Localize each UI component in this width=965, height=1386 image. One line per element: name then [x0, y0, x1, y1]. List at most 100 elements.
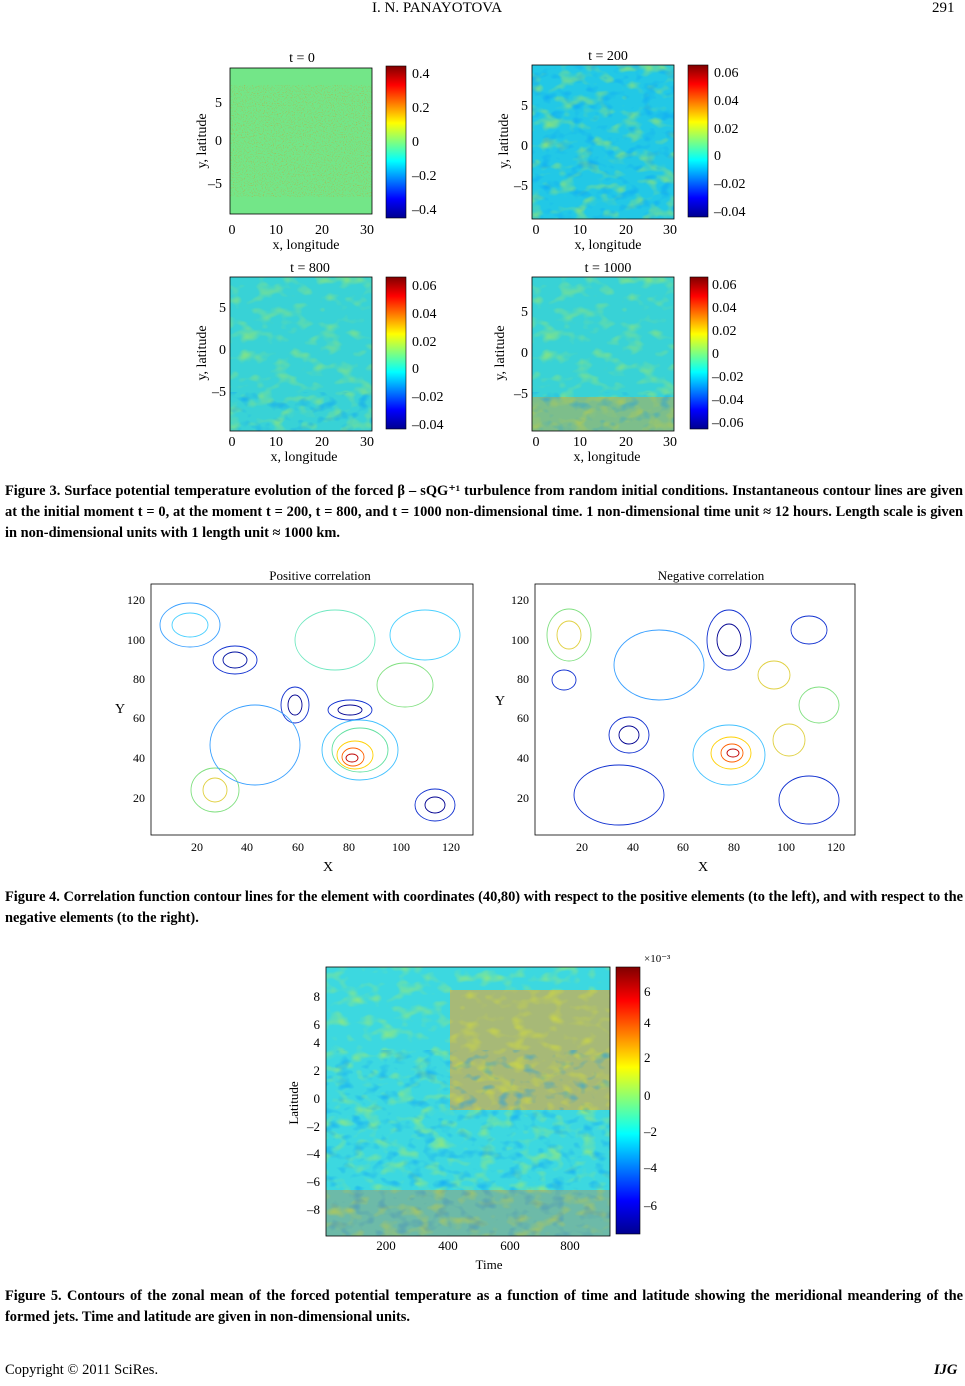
- xtick: 60: [677, 840, 689, 854]
- xtick: 120: [442, 840, 460, 854]
- ytick: 120: [127, 593, 145, 607]
- xtick: 400: [438, 1238, 458, 1253]
- xtick: 10: [573, 223, 587, 238]
- cbar-tick: –6: [643, 1198, 658, 1213]
- copyright: Copyright © 2011 SciRes.: [5, 1362, 159, 1378]
- x-axis-label: Time: [476, 1257, 503, 1272]
- figure-3: t = 0 5 0 –5 0 10 20 30 x, longitude y, …: [195, 49, 746, 465]
- x-axis-label: X: [698, 860, 708, 875]
- ytick: 4: [314, 1035, 321, 1050]
- xtick: 80: [728, 840, 740, 854]
- ytick: –6: [306, 1174, 321, 1189]
- cbar-tick: 0: [644, 1088, 651, 1103]
- running-header: I. N. PANAYOTOVA: [372, 0, 503, 16]
- figure-3-caption: Figure 3. Surface potential temperature …: [5, 483, 963, 541]
- ytick: 8: [314, 989, 321, 1004]
- cbar-tick: 0.06: [712, 278, 737, 293]
- xtick: 30: [360, 223, 374, 238]
- cbar-tick: 6: [644, 984, 651, 999]
- xtick: 40: [241, 840, 253, 854]
- xtick: 40: [627, 840, 639, 854]
- xtick: 10: [573, 435, 587, 450]
- panel-title: t = 200: [588, 49, 628, 64]
- cbar-tick: 2: [644, 1050, 651, 1065]
- xtick: 30: [663, 223, 677, 238]
- cbar-tick: 4: [644, 1015, 651, 1030]
- x-axis-label: x, longitude: [271, 450, 338, 465]
- xtick: 120: [827, 840, 845, 854]
- page-number: 291: [932, 0, 955, 16]
- ytick: –8: [306, 1202, 320, 1217]
- ytick: 100: [511, 633, 529, 647]
- xtick: 10: [269, 435, 283, 450]
- cbar-tick: 0: [714, 149, 721, 164]
- ytick: 80: [517, 672, 529, 686]
- xtick: 0: [229, 435, 236, 450]
- xtick: 0: [533, 435, 540, 450]
- panel-positive-correlation: Positive correlation 120 100: [115, 568, 474, 875]
- colorbar: [385, 65, 407, 219]
- ytick: 40: [133, 751, 145, 765]
- panel-negative-correlation: Negative correlation 120 100 80 60 40: [495, 568, 856, 875]
- ytick: 0: [314, 1091, 321, 1106]
- x-axis-label: x, longitude: [273, 238, 340, 253]
- panel-t800: t = 800 5 0 –5 0 10 20 30 x, longitude y…: [195, 261, 444, 465]
- ytick: 0: [215, 134, 222, 149]
- panel-t200: t = 200 5 0 –5 0 10 20 30 x, longitude y…: [497, 49, 746, 253]
- xtick: 20: [619, 435, 633, 450]
- ytick: 100: [127, 633, 145, 647]
- cbar-tick: 0: [412, 362, 419, 377]
- xtick: 20: [315, 435, 329, 450]
- xtick: 10: [269, 223, 283, 238]
- y-axis-label: Y: [495, 694, 505, 709]
- panel-title: Positive correlation: [269, 568, 371, 583]
- ytick: –5: [211, 385, 226, 400]
- ytick: 60: [133, 711, 145, 725]
- xtick: 20: [619, 223, 633, 238]
- ytick: –4: [306, 1146, 321, 1161]
- xtick: 200: [376, 1238, 396, 1253]
- contour-lines: [159, 602, 461, 822]
- xtick: 30: [663, 435, 677, 450]
- panel-t0: t = 0 5 0 –5 0 10 20 30 x, longitude y, …: [195, 51, 437, 253]
- xtick: 0: [533, 223, 540, 238]
- cbar-tick: –2: [643, 1124, 657, 1139]
- y-axis-label: y, latitude: [195, 325, 210, 380]
- ytick: –5: [513, 179, 528, 194]
- cbar-exponent: ×10⁻³: [644, 953, 671, 965]
- ytick: 5: [521, 99, 528, 114]
- cbar-tick: –0.04: [711, 393, 744, 408]
- cbar-tick: –0.02: [713, 177, 746, 192]
- y-axis-label: Y: [115, 702, 125, 717]
- xtick: 80: [343, 840, 355, 854]
- ytick: –2: [306, 1119, 320, 1134]
- xtick: 20: [576, 840, 588, 854]
- y-axis-label: y, latitude: [195, 113, 210, 168]
- cbar-tick: –0.4: [411, 203, 437, 218]
- ytick: 2: [314, 1063, 321, 1078]
- cbar-tick: –0.02: [711, 370, 744, 385]
- colorbar: [385, 276, 407, 430]
- panel-title: t = 1000: [585, 261, 632, 276]
- xtick: 800: [560, 1238, 580, 1253]
- figure-4-caption: Figure 4. Correlation function contour l…: [5, 889, 963, 926]
- cbar-tick: –0.04: [713, 205, 746, 220]
- ytick: 80: [133, 672, 145, 686]
- y-axis-label: Latitude: [286, 1081, 301, 1125]
- ytick: 5: [219, 301, 226, 316]
- cbar-tick: 0.06: [714, 66, 739, 81]
- cbar-tick: 0.4: [412, 67, 430, 82]
- contour-lines: [546, 608, 840, 826]
- ytick: –5: [207, 177, 222, 192]
- colorbar: [689, 276, 709, 430]
- xtick: 100: [777, 840, 795, 854]
- ytick: 20: [133, 791, 145, 805]
- cbar-tick: –0.02: [411, 390, 444, 405]
- y-axis-label: y, latitude: [497, 113, 512, 168]
- cbar-tick: 0.04: [412, 307, 437, 322]
- ytick: 0: [521, 346, 528, 361]
- cbar-tick: –4: [643, 1160, 658, 1175]
- ytick: 0: [219, 343, 226, 358]
- panel-title: t = 0: [289, 51, 315, 66]
- xtick: 20: [315, 223, 329, 238]
